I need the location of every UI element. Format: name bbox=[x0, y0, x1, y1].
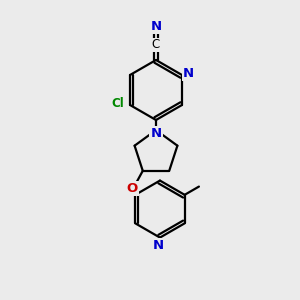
Text: N: N bbox=[150, 127, 162, 140]
Text: N: N bbox=[183, 67, 194, 80]
Text: O: O bbox=[127, 182, 138, 195]
Text: N: N bbox=[150, 20, 162, 33]
Text: C: C bbox=[151, 38, 159, 52]
Text: N: N bbox=[153, 238, 164, 252]
Text: Cl: Cl bbox=[112, 97, 124, 110]
